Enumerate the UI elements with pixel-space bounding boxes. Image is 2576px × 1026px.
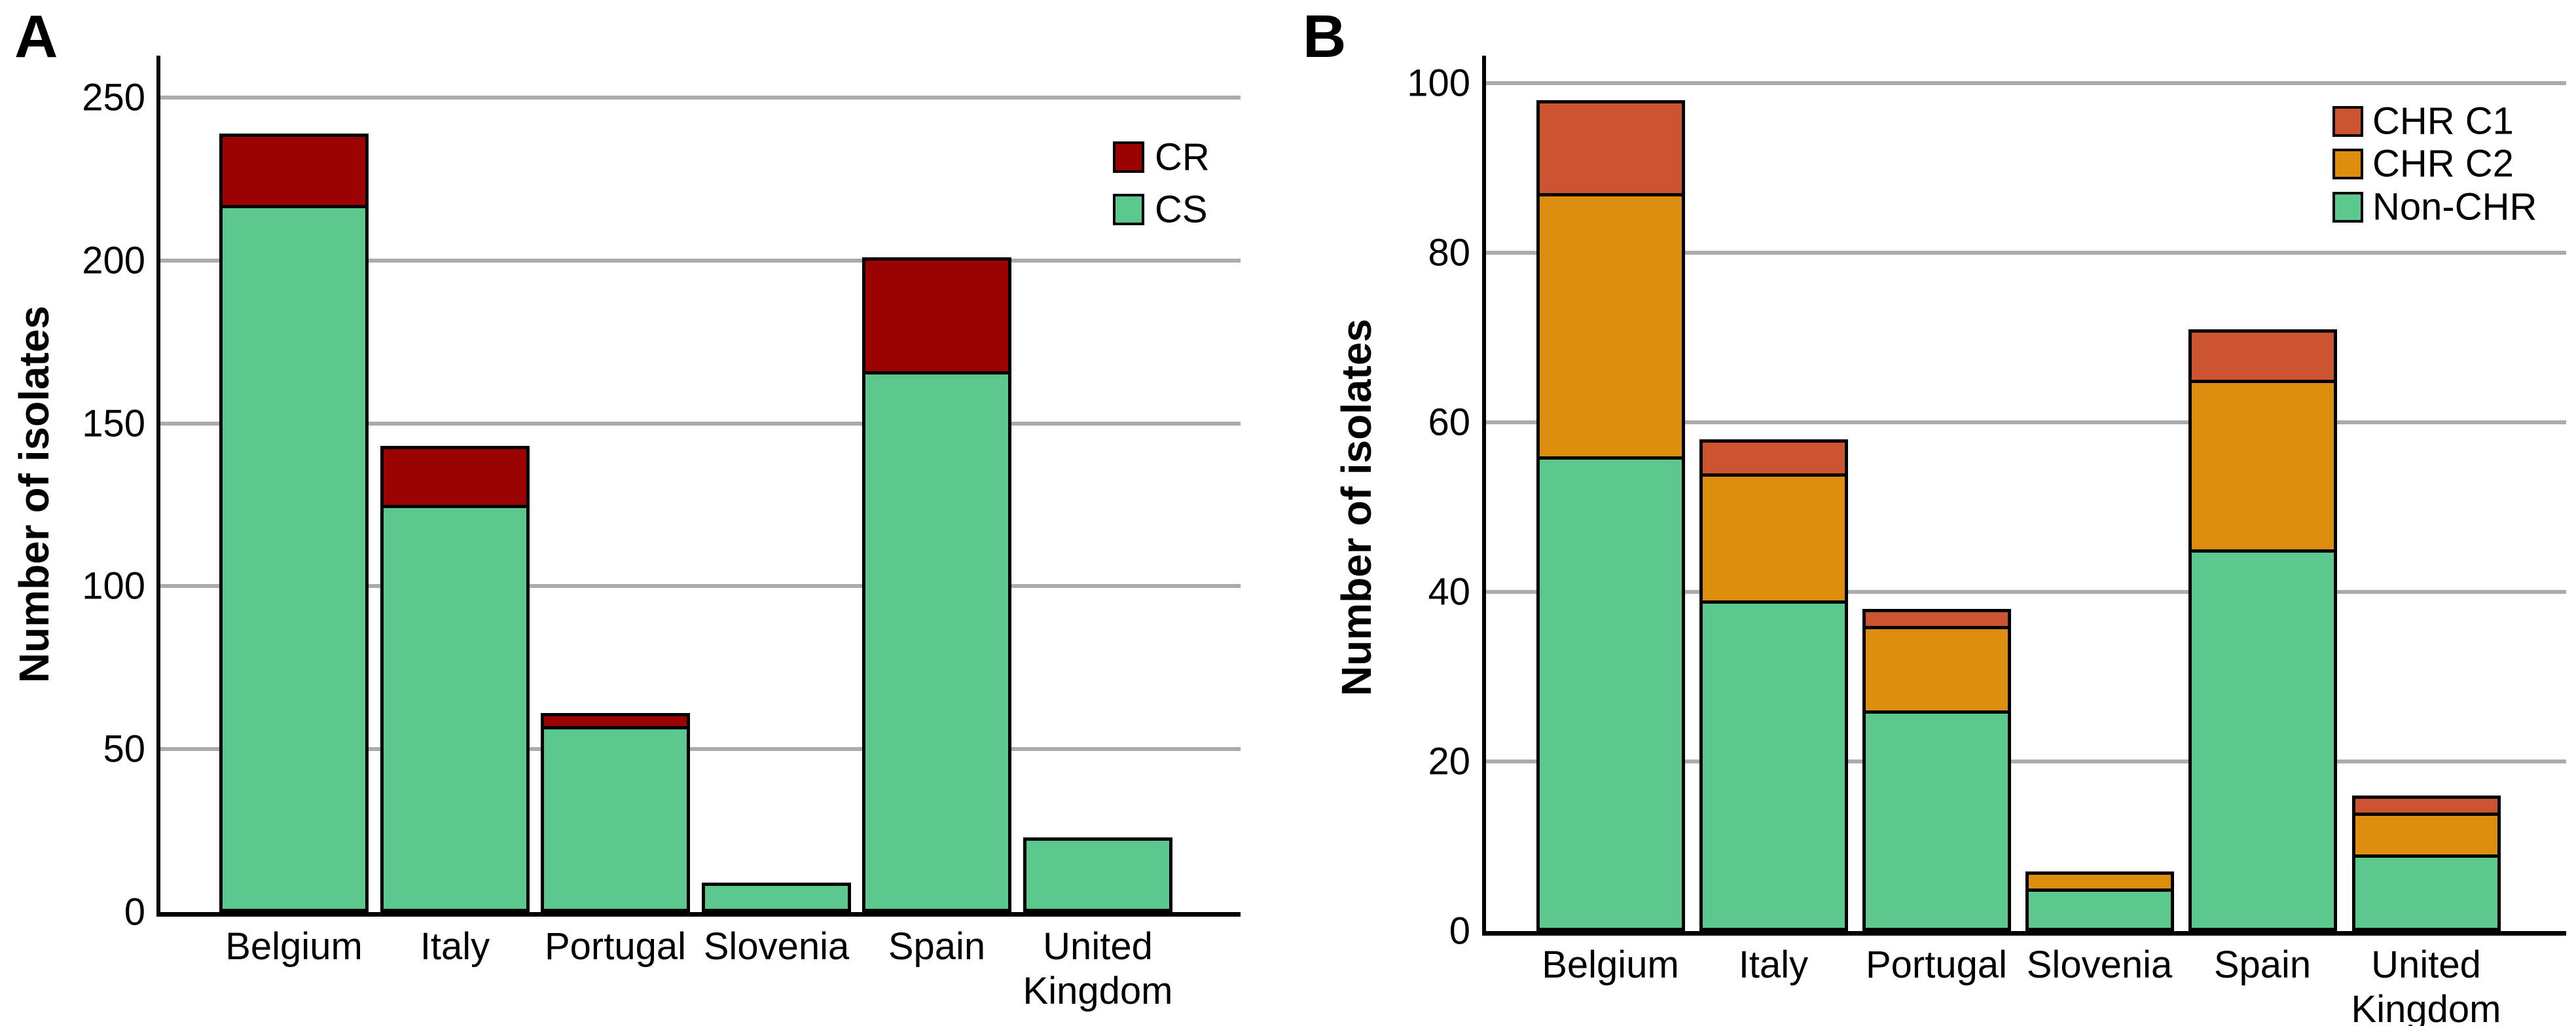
panel-b-bar-united-kingdom xyxy=(2351,795,2501,931)
panel-b-bar-spain xyxy=(2188,329,2337,931)
panel-a-bar-united-kingdom xyxy=(1023,837,1172,912)
panel-a-legend-label-cr: CR xyxy=(1155,136,1210,179)
panel-a-label: A xyxy=(14,3,58,70)
panel-a-legend-swatch-cs xyxy=(1113,194,1144,225)
panel-a-bar-portugal xyxy=(541,713,690,912)
panel-b-bar-slovenia-segment-chr-c2 xyxy=(2028,875,2171,892)
panel-a-x-label-spain: Spain xyxy=(888,925,986,968)
panel-a-gridline-100 xyxy=(160,584,1241,589)
panel-b-bar-united-kingdom-segment-chr-c1 xyxy=(2355,798,2497,816)
panel-b-x-label-portugal: Portugal xyxy=(1865,944,2008,986)
panel-b-bar-slovenia xyxy=(2025,871,2174,931)
panel-b-x-label-slovenia: Slovenia xyxy=(2026,944,2173,986)
panel-a-bar-spain-segment-cr xyxy=(865,260,1008,375)
panel-a-y-tick-50: 50 xyxy=(103,727,145,771)
panel-b-x-label-united-kingdom: United Kingdom xyxy=(2351,944,2501,1026)
panel-b-legend-label-chr-c2: CHR C2 xyxy=(2372,142,2514,185)
panel-b-bar-belgium-segment-chr-c1 xyxy=(1539,103,1682,197)
panel-b-x-axis-line xyxy=(1482,931,2566,936)
panel-b-bar-belgium xyxy=(1536,100,1685,931)
panel-b-bar-belgium-segment-chr-c2 xyxy=(1539,196,1682,460)
panel-b-bar-italy xyxy=(1699,439,1848,931)
panel-b-y-tick-100: 100 xyxy=(1407,62,1470,105)
panel-b-y-tick-60: 60 xyxy=(1428,401,1470,444)
panel-a-x-axis-line xyxy=(156,912,1241,917)
panel-b-y-axis-line xyxy=(1482,56,1486,936)
panel-a-y-axis-line xyxy=(156,56,160,917)
panel-a-y-tick-150: 150 xyxy=(82,402,145,445)
panel-a-x-label-united-kingdom: United Kingdom xyxy=(1023,925,1173,1013)
panel-a-y-tick-0: 0 xyxy=(124,890,145,934)
panel-a-gridline-200 xyxy=(160,258,1241,263)
panel-b-y-axis-title: Number of isolates xyxy=(1333,318,1380,697)
panel-a-gridline-250 xyxy=(160,96,1241,100)
panel-b-y-tick-20: 20 xyxy=(1428,740,1470,783)
panel-a-gridline-150 xyxy=(160,421,1241,426)
panel-a-y-axis-title: Number of isolates xyxy=(10,305,58,684)
panel-a-bar-slovenia xyxy=(702,883,851,912)
panel-a-legend-label-cs: CS xyxy=(1155,188,1208,231)
panel-a-bar-portugal-segment-cr xyxy=(544,716,687,730)
panel-b-bar-united-kingdom-segment-chr-c2 xyxy=(2355,815,2497,858)
panel-b-bar-italy-segment-chr-c1 xyxy=(1702,442,1845,477)
panel-a-x-label-slovenia: Slovenia xyxy=(703,925,850,968)
panel-a-bar-spain xyxy=(862,257,1011,912)
panel-b-legend-swatch-non-chr xyxy=(2332,191,2363,223)
panel-a-bar-belgium-segment-cr xyxy=(223,136,365,209)
panel-a-bar-belgium xyxy=(219,133,369,912)
panel-a-x-label-portugal: Portugal xyxy=(544,925,687,968)
panel-b-x-label-belgium: Belgium xyxy=(1542,944,1679,986)
panel-b-x-label-italy: Italy xyxy=(1738,944,1809,986)
panel-b-legend-swatch-chr-c2 xyxy=(2332,148,2363,179)
panel-a-y-tick-250: 250 xyxy=(82,76,145,119)
panel-a-y-tick-100: 100 xyxy=(82,564,145,608)
panel-b-gridline-20 xyxy=(1486,760,2566,763)
panel-a-x-label-italy: Italy xyxy=(420,925,490,968)
panel-b-legend-label-non-chr: Non-CHR xyxy=(2372,185,2537,229)
panel-b-bar-portugal xyxy=(1862,608,2011,931)
panel-b-y-tick-40: 40 xyxy=(1428,570,1470,614)
panel-b-bar-portugal-segment-chr-c1 xyxy=(1865,612,2008,629)
panel-b-legend-swatch-chr-c1 xyxy=(2332,105,2363,137)
panel-b-y-tick-0: 0 xyxy=(1449,909,1470,953)
panel-b-y-tick-80: 80 xyxy=(1428,231,1470,274)
panel-b-gridline-40 xyxy=(1486,590,2566,594)
panel-b-legend-label-chr-c1: CHR C1 xyxy=(2372,100,2514,143)
panel-b-bar-spain-segment-chr-c1 xyxy=(2191,332,2334,384)
panel-b-x-label-spain: Spain xyxy=(2213,944,2312,986)
panel-b-label: B xyxy=(1303,3,1347,70)
panel-b-gridline-60 xyxy=(1486,420,2566,424)
panel-b-gridline-80 xyxy=(1486,251,2566,255)
panel-a-y-tick-200: 200 xyxy=(82,239,145,282)
panel-a-x-label-belgium: Belgium xyxy=(225,925,363,968)
panel-b-bar-portugal-segment-chr-c2 xyxy=(1865,629,2008,714)
panel-a-bar-italy-segment-cr xyxy=(384,449,526,508)
panel-b-bar-italy-segment-chr-c2 xyxy=(1702,476,1845,604)
panel-b-bar-spain-segment-chr-c2 xyxy=(2191,383,2334,553)
panel-a-legend-swatch-cr xyxy=(1113,141,1144,173)
panel-a-bar-italy xyxy=(380,446,530,912)
panel-b-gridline-100 xyxy=(1486,81,2566,85)
panel-a-gridline-50 xyxy=(160,747,1241,752)
